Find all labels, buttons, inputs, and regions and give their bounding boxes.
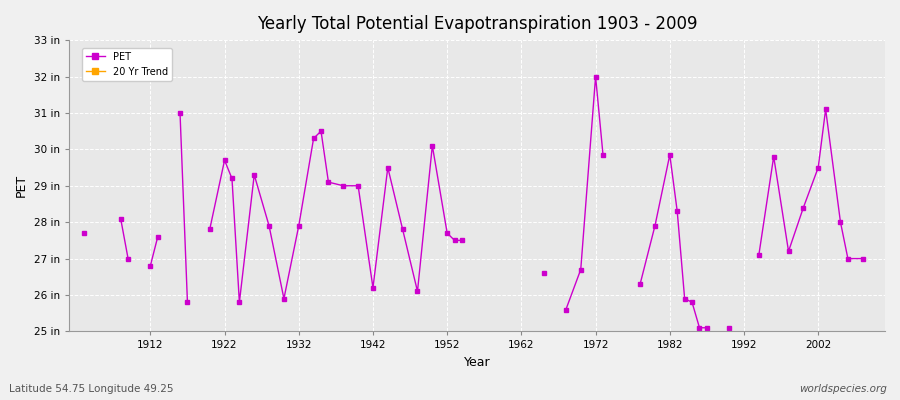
X-axis label: Year: Year	[464, 356, 490, 369]
Y-axis label: PET: PET	[15, 174, 28, 197]
Text: worldspecies.org: worldspecies.org	[798, 384, 886, 394]
Text: Latitude 54.75 Longitude 49.25: Latitude 54.75 Longitude 49.25	[9, 384, 174, 394]
Legend: PET, 20 Yr Trend: PET, 20 Yr Trend	[82, 48, 172, 80]
Title: Yearly Total Potential Evapotranspiration 1903 - 2009: Yearly Total Potential Evapotranspiratio…	[256, 15, 698, 33]
